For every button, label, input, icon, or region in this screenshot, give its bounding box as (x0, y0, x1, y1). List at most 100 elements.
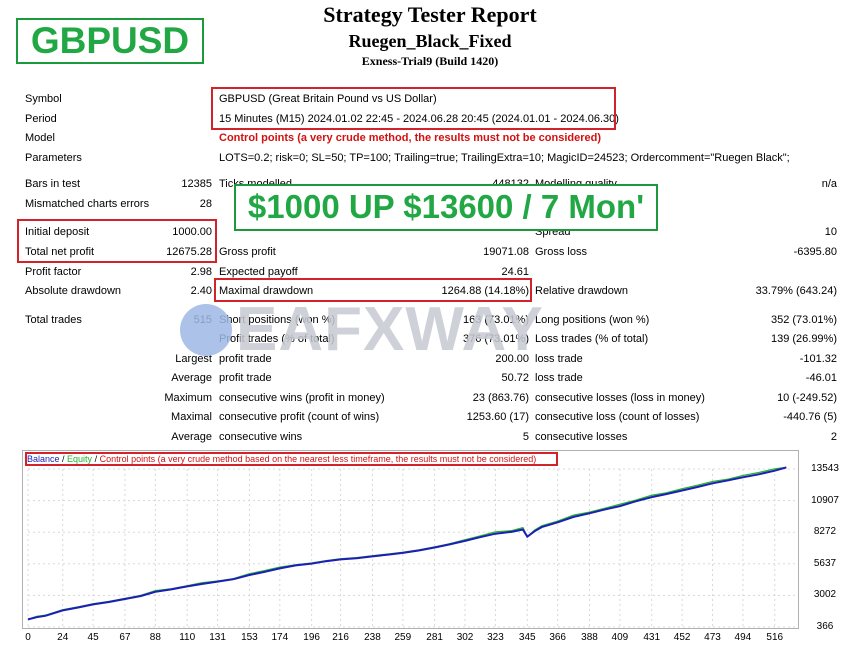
legend-equity: Equity (67, 454, 93, 464)
y-tick-label: 3002 (813, 589, 837, 601)
maximal-consec-loss-label: consecutive loss (count of losses) (535, 411, 700, 423)
legend-highlight (25, 452, 558, 466)
period-value: 15 Minutes (M15) 2024.01.02 22:45 - 2024… (219, 113, 619, 125)
x-tick-label: 67 (119, 632, 131, 643)
x-tick-label: 452 (673, 632, 691, 643)
x-tick-label: 259 (394, 632, 412, 643)
x-tick-label: 388 (581, 632, 598, 643)
profit-trades-value: 376 (73.01%) (462, 333, 529, 345)
promo-banner: $1000 UP $13600 / 7 Mon' (234, 184, 658, 231)
average-consec-label: Average (171, 431, 212, 443)
x-tick-label: 366 (549, 632, 566, 643)
maximal-label: Maximal (171, 411, 212, 423)
y-tick-label: 8272 (813, 526, 837, 538)
max-consec-losses-value: 10 (-249.52) (777, 392, 837, 404)
symbol-value: GBPUSD (Great Britain Pound vs US Dollar… (219, 93, 437, 105)
maximum-label: Maximum (164, 392, 212, 404)
rel-drawdown-label: Relative drawdown (535, 285, 628, 297)
avg-consec-losses-label: consecutive losses (535, 431, 628, 443)
x-tick-label: 302 (456, 632, 474, 643)
build-info: Exness-Trial9 (Build 1420) (361, 54, 499, 68)
long-positions-value: 352 (73.01%) (770, 314, 837, 326)
average-loss-value: -46.01 (805, 372, 837, 384)
period-label: Period (25, 113, 57, 125)
mismatch-label: Mismatched charts errors (25, 198, 150, 210)
legend-note: Control points (a very crude method base… (99, 454, 537, 464)
maximal-consec-profit-value: 1253.60 (17) (466, 411, 529, 423)
x-tick-label: 281 (426, 632, 443, 643)
x-tick-label: 196 (303, 632, 320, 643)
watermark: EAFXWAY (180, 290, 544, 364)
x-tick-label: 0 (25, 632, 31, 643)
largest-loss-label: loss trade (535, 353, 583, 365)
x-tick-label: 431 (643, 632, 661, 643)
total-trades-label: Total trades (25, 314, 82, 326)
profit-factor-label: Profit factor (25, 266, 82, 278)
rel-drawdown-value: 33.79% (643.24) (755, 285, 837, 297)
x-tick-label: 174 (271, 632, 289, 643)
average-profit-value: 50.72 (501, 372, 529, 384)
average-label: Average (171, 372, 212, 384)
legend-balance: Balance (27, 454, 60, 464)
maximal-consec-profit-label: consecutive profit (count of wins) (219, 411, 380, 423)
parameters-value: LOTS=0.2; risk=0; SL=50; TP=100; Trailin… (219, 152, 790, 164)
loss-trades-value: 139 (26.99%) (770, 333, 837, 345)
pair-badge: GBPUSD (16, 18, 204, 64)
loss-trades-label: Loss trades (% of total) (535, 333, 649, 345)
largest-label: Largest (175, 353, 212, 365)
x-tick-label: 45 (87, 632, 99, 643)
profit-factor-value: 2.98 (190, 266, 212, 278)
largest-loss-value: -101.32 (799, 353, 837, 365)
payoff-label: Expected payoff (219, 266, 298, 278)
short-positions-value: 163 (73.01%) (462, 314, 529, 326)
model-value: Control points (a very crude method, the… (219, 132, 601, 144)
legend-sep-2: / (92, 454, 100, 464)
gross-profit-value: 19071.08 (483, 246, 529, 258)
quality-value: n/a (821, 178, 837, 190)
avg-consec-wins-label: consecutive wins (219, 431, 303, 443)
maximal-consec-loss-value: -440.76 (5) (783, 411, 837, 423)
series-line-balance (27, 466, 787, 621)
bars-label: Bars in test (25, 178, 81, 190)
ea-name: Ruegen_Black_Fixed (348, 31, 512, 51)
abs-drawdown-label: Absolute drawdown (25, 285, 122, 297)
avg-consec-wins-value: 5 (522, 431, 529, 443)
abs-drawdown-value: 2.40 (190, 285, 212, 297)
chart-legend: Balance / Equity / Control points (a ver… (27, 454, 536, 464)
net-profit-value: 12675.28 (166, 246, 212, 258)
bars-value: 12385 (181, 178, 212, 190)
symbol-label: Symbol (25, 93, 62, 105)
x-tick-label: 153 (241, 632, 258, 643)
report-table: Symbol GBPUSD (Great Britain Pound vs US… (17, 87, 837, 443)
x-tick-label: 323 (487, 632, 504, 643)
max-drawdown-value: 1264.88 (14.18%) (441, 285, 529, 297)
report-title: Strategy Tester Report (323, 2, 537, 27)
x-tick-label: 110 (179, 632, 196, 643)
y-tick-label: 10907 (811, 494, 839, 506)
max-consec-wins-label: consecutive wins (profit in money) (219, 392, 385, 404)
x-tick-label: 238 (364, 632, 381, 643)
x-tick-label: 473 (704, 632, 721, 643)
parameters-label: Parameters (25, 152, 82, 164)
x-tick-label: 216 (332, 632, 349, 643)
legend-sep-1: / (59, 454, 68, 464)
spread-value: 10 (824, 226, 837, 238)
x-tick-label: 494 (734, 632, 752, 643)
gross-profit-label: Gross profit (219, 246, 276, 258)
max-consec-losses-label: consecutive losses (loss in money) (535, 392, 705, 404)
x-tick-label: 345 (518, 632, 536, 643)
deposit-value: 1000.00 (172, 226, 212, 238)
deposit-label: Initial deposit (25, 226, 90, 238)
x-tick-label: 131 (209, 632, 226, 643)
largest-profit-label: profit trade (219, 353, 272, 365)
x-tick-label: 24 (57, 632, 69, 643)
largest-profit-value: 200.00 (495, 353, 529, 365)
y-tick-label: 366 (816, 621, 834, 632)
x-tick-label: 88 (149, 632, 161, 643)
deposit-profit-highlight (17, 219, 217, 263)
chart-frame (22, 450, 799, 629)
watermark-logo-icon (180, 303, 232, 356)
drawdown-highlight (214, 278, 532, 302)
symbol-period-highlight (211, 87, 616, 130)
